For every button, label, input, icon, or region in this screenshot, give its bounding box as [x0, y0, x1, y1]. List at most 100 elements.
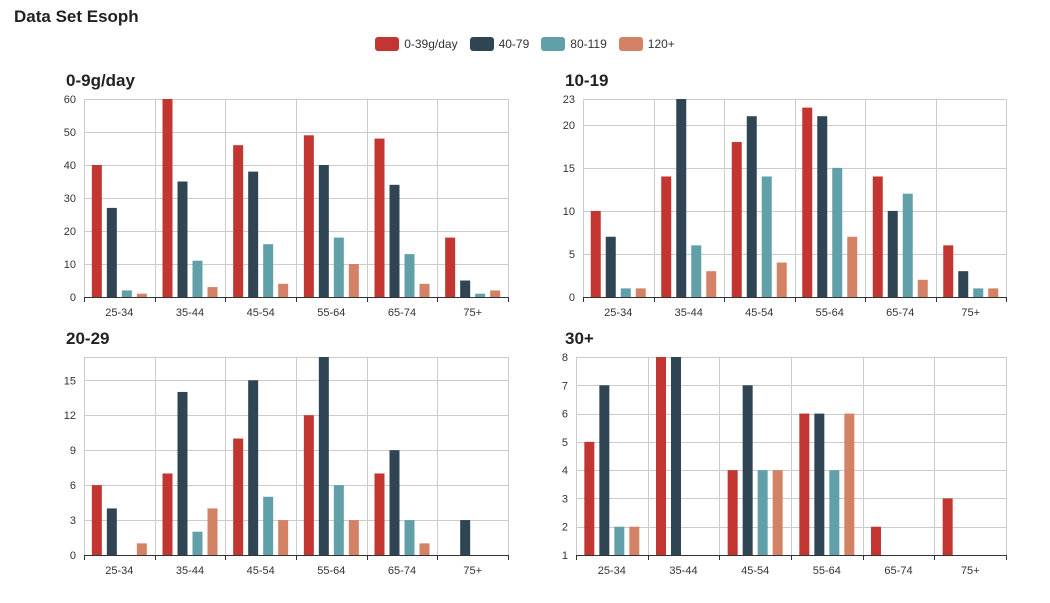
bar — [136, 543, 147, 555]
x-tick-label: 55-64 — [813, 565, 841, 577]
bar — [671, 357, 681, 555]
chart-panel-2: 10-19 0 5 10 15 20 23 25-34 35-44 45-54 55-64 65-74… — [563, 71, 1007, 319]
legend-item-80-119[interactable]: 80-119 — [541, 37, 607, 51]
x-tick-label: 75+ — [463, 565, 482, 577]
bar — [91, 165, 102, 297]
legend-item-40-79[interactable]: 40-79 — [469, 37, 529, 51]
bar — [121, 290, 132, 297]
bar — [661, 176, 672, 297]
bar — [162, 99, 173, 297]
bar — [706, 271, 717, 297]
y-tick-label: 40 — [64, 160, 76, 172]
bar — [263, 496, 274, 555]
bar — [817, 116, 828, 297]
bar — [278, 520, 289, 555]
y-tick-label: 5 — [569, 249, 575, 261]
x-tick-label: 45-54 — [745, 307, 773, 319]
legend-swatch — [618, 37, 643, 51]
x-tick-label: 65-74 — [884, 565, 912, 577]
bar — [333, 485, 344, 555]
bar — [871, 526, 881, 555]
y-tick-label: 0 — [70, 292, 76, 304]
legend-swatch — [541, 37, 566, 51]
y-tick-label: 30 — [64, 193, 76, 205]
bar — [772, 470, 783, 555]
y-tick-label: 6 — [70, 480, 76, 492]
chart-panel-1: 0-9g/day 0 10 20 30 40 50 60 25-34 35-44 45-54 55-6… — [64, 71, 509, 319]
y-tick-label: 3 — [70, 515, 76, 527]
y-tick-label: 15 — [64, 375, 76, 387]
legend-label: 0-39g/day — [404, 37, 458, 51]
chart-title: Data Set Esoph — [14, 7, 139, 26]
bar — [799, 413, 810, 555]
bar — [192, 531, 203, 555]
y-tick-label: 23 — [563, 94, 575, 106]
bar — [333, 237, 344, 297]
y-tick-label: 20 — [563, 120, 575, 132]
x-tick-label: 75+ — [961, 565, 980, 577]
y-tick-label: 0 — [70, 550, 76, 562]
y-tick-label: 5 — [562, 437, 568, 449]
y-tick-label: 10 — [64, 259, 76, 271]
bar — [207, 508, 218, 555]
panel-title: 0-9g/day — [66, 71, 136, 90]
bar — [233, 145, 244, 297]
bar — [942, 498, 953, 555]
x-tick-label: 75+ — [961, 307, 980, 319]
y-tick-label: 3 — [562, 493, 568, 505]
bar — [177, 181, 188, 297]
bar — [389, 184, 400, 297]
x-tick-label: 65-74 — [388, 565, 416, 577]
x-tick-label: 25-34 — [604, 307, 632, 319]
bar — [248, 380, 259, 555]
bar — [676, 99, 687, 297]
x-tick-label: 25-34 — [105, 307, 133, 319]
y-tick-label: 4 — [562, 465, 568, 477]
y-tick-label: 20 — [64, 226, 76, 238]
bar — [389, 450, 400, 555]
x-tick-label: 45-54 — [741, 565, 769, 577]
y-tick-label: 60 — [64, 94, 76, 106]
bar — [374, 138, 385, 297]
bar — [106, 207, 117, 297]
bar — [348, 520, 359, 555]
bar — [475, 293, 486, 297]
bar — [207, 287, 218, 297]
bar — [106, 508, 117, 555]
bar — [278, 283, 289, 297]
bar — [902, 193, 913, 297]
bar — [460, 280, 471, 297]
bar — [136, 293, 147, 297]
bar — [192, 260, 203, 297]
x-tick-label: 65-74 — [886, 307, 914, 319]
y-tick-label: 50 — [64, 127, 76, 139]
bar — [757, 470, 768, 555]
x-tick-label: 25-34 — [105, 565, 133, 577]
bar — [829, 470, 840, 555]
bar — [263, 244, 274, 297]
bar — [318, 165, 329, 297]
bar — [404, 520, 415, 555]
x-tick-label: 35-44 — [176, 307, 204, 319]
bar — [742, 385, 753, 555]
legend-item-0-39g-day[interactable]: 0-39g/day — [375, 37, 458, 51]
legend-swatch — [469, 37, 494, 51]
legend-item-120-plus[interactable]: 120+ — [618, 37, 675, 51]
bar — [460, 520, 471, 555]
bar — [374, 473, 385, 555]
x-tick-label: 55-64 — [317, 565, 345, 577]
y-tick-label: 2 — [562, 522, 568, 534]
x-tick-label: 45-54 — [247, 307, 275, 319]
y-tick-label: 15 — [563, 163, 575, 175]
bar — [248, 171, 259, 297]
bar — [635, 288, 646, 297]
bar — [348, 264, 359, 297]
bar — [490, 290, 501, 297]
bar — [599, 385, 610, 555]
bar — [419, 283, 430, 297]
bar — [802, 107, 813, 297]
bar — [605, 236, 616, 297]
bar — [887, 210, 898, 297]
bar — [590, 210, 601, 297]
